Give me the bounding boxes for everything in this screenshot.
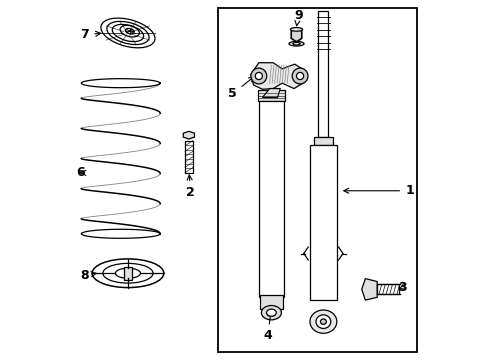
Bar bbox=[313, 137, 332, 145]
Text: 8: 8 bbox=[81, 269, 96, 282]
Bar bbox=[309, 145, 336, 300]
Text: 1: 1 bbox=[343, 184, 413, 197]
Bar bbox=[124, 267, 131, 280]
Ellipse shape bbox=[288, 41, 304, 46]
Polygon shape bbox=[361, 279, 376, 300]
Text: 9: 9 bbox=[293, 9, 302, 26]
Ellipse shape bbox=[315, 315, 330, 328]
Circle shape bbox=[250, 68, 266, 84]
Ellipse shape bbox=[290, 28, 302, 31]
Polygon shape bbox=[250, 63, 305, 89]
Text: 2: 2 bbox=[186, 175, 195, 199]
Bar bbox=[259, 101, 283, 297]
Bar bbox=[184, 140, 192, 173]
Text: 6: 6 bbox=[76, 166, 85, 179]
Bar bbox=[217, 8, 416, 352]
Bar bbox=[260, 296, 282, 309]
Ellipse shape bbox=[309, 310, 336, 333]
Circle shape bbox=[292, 68, 307, 84]
Bar bbox=[318, 12, 328, 137]
Text: 7: 7 bbox=[81, 28, 101, 41]
Bar bbox=[376, 284, 398, 294]
Ellipse shape bbox=[320, 319, 325, 324]
Polygon shape bbox=[262, 89, 280, 98]
Polygon shape bbox=[291, 28, 301, 42]
Text: 5: 5 bbox=[228, 77, 253, 100]
Circle shape bbox=[296, 72, 303, 80]
Circle shape bbox=[255, 72, 262, 80]
Ellipse shape bbox=[261, 306, 281, 320]
Bar bbox=[258, 90, 284, 101]
Polygon shape bbox=[183, 131, 194, 139]
Ellipse shape bbox=[266, 309, 276, 316]
Text: 3: 3 bbox=[397, 281, 406, 294]
Ellipse shape bbox=[292, 42, 300, 45]
Text: 4: 4 bbox=[263, 311, 272, 342]
